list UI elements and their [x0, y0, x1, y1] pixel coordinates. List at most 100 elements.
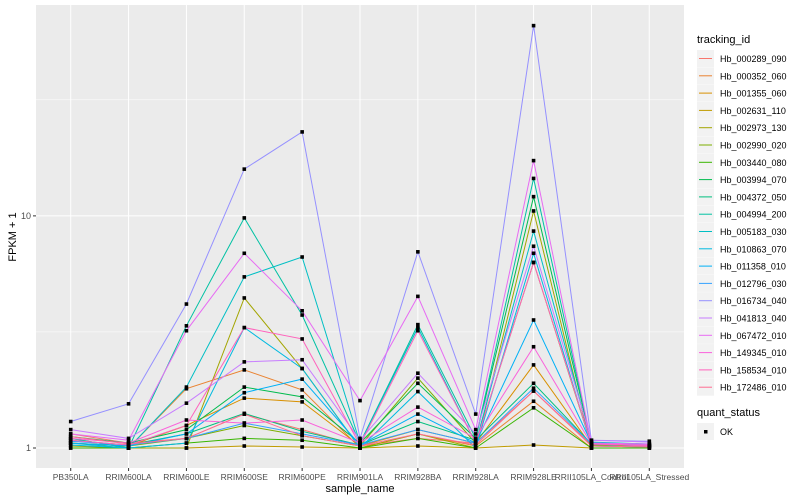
data-point — [242, 396, 247, 400]
x-tick-label: RRIM928LA — [453, 472, 500, 482]
data-point — [416, 436, 420, 441]
data-point — [68, 436, 73, 441]
legend-label: Hb_004994_200 — [720, 210, 787, 220]
data-point — [531, 251, 536, 256]
data-point — [126, 438, 131, 443]
legend: tracking_id Hb_000289_090 Hb_000352_060 Hb… — [697, 34, 787, 440]
legend-label: Hb_004372_050 — [720, 192, 787, 202]
data-point — [416, 294, 420, 299]
data-point — [184, 427, 189, 432]
data-point — [589, 444, 594, 448]
data-point — [242, 325, 247, 330]
shape-legend-title: quant_status — [697, 407, 760, 419]
legend-title: tracking_id — [697, 34, 750, 46]
data-point — [416, 427, 420, 432]
data-point — [300, 445, 304, 449]
legend-label: Hb_149345_010 — [720, 348, 787, 358]
data-point — [184, 328, 189, 333]
legend-item: Hb_016734_040 — [697, 292, 787, 310]
square-point-icon — [704, 430, 708, 434]
data-point — [531, 23, 536, 28]
shape-legend-label: OK — [720, 427, 733, 437]
data-point — [300, 395, 304, 399]
legend-label: Hb_003994_070 — [720, 175, 787, 185]
data-point — [184, 446, 189, 450]
data-point — [473, 446, 478, 450]
data-point — [531, 158, 536, 163]
legend-label: Hb_011358_010 — [720, 262, 786, 272]
data-point — [531, 229, 536, 233]
legend-label: Hb_010863_070 — [720, 244, 787, 254]
legend-item: Hb_000352_060 — [697, 67, 787, 85]
data-point — [531, 399, 536, 404]
data-point — [473, 427, 478, 432]
data-point — [416, 389, 420, 394]
x-tick-label: RRIM600SE — [221, 472, 269, 482]
legend-item: Hb_002990_020 — [697, 136, 787, 154]
legend-item: Hb_041813_040 — [697, 309, 787, 327]
legend-item: Hb_000289_090 — [697, 50, 787, 67]
y-axis-title: FPKM + 1 — [7, 212, 19, 261]
x-axis: PB350LA RRIM600LA RRIM600LE RRIM600SE RRIM60… — [53, 468, 689, 482]
data-point — [531, 244, 536, 249]
legend-item: Hb_010863_070 — [697, 240, 787, 258]
data-point — [531, 344, 536, 349]
data-point — [242, 385, 247, 389]
legend-label: Hb_016734_040 — [720, 296, 787, 306]
data-point — [68, 438, 73, 443]
data-point — [126, 442, 131, 446]
x-tick-label: RRII105LA_Control — [555, 472, 629, 482]
legend-label: Hb_002973_130 — [720, 123, 787, 133]
data-point — [242, 360, 247, 364]
legend-item: Hb_011358_010 — [697, 257, 786, 275]
data-point — [416, 376, 420, 380]
data-point — [647, 445, 652, 449]
data-point — [184, 423, 189, 428]
data-point — [416, 444, 420, 448]
data-point — [68, 427, 73, 432]
data-point — [300, 400, 304, 404]
data-point — [300, 130, 304, 134]
data-point — [473, 436, 478, 441]
data-point — [358, 398, 362, 403]
data-point — [647, 440, 652, 444]
data-point — [416, 328, 420, 333]
data-points — [68, 23, 652, 450]
data-point — [531, 381, 536, 386]
data-point — [242, 444, 247, 448]
x-tick-label: RRIM928BA — [394, 472, 442, 482]
legend-label: Hb_000352_060 — [720, 71, 787, 81]
data-point — [416, 432, 420, 436]
data-point — [184, 436, 189, 441]
data-point — [300, 433, 304, 438]
data-point — [242, 436, 247, 441]
x-tick-label: RRIM901LA — [337, 472, 384, 482]
legend-label: Hb_041813_040 — [720, 314, 787, 324]
data-point — [531, 209, 536, 213]
legend-label: Hb_012796_030 — [720, 279, 787, 289]
data-point — [531, 389, 536, 393]
data-point — [589, 446, 594, 450]
legend-item: Hb_149345_010 — [697, 344, 787, 362]
legend-label: Hb_158534_010 — [720, 365, 787, 375]
legend-item: Hb_005183_030 — [697, 223, 787, 240]
data-point — [589, 438, 594, 443]
data-point — [68, 441, 73, 445]
data-point — [242, 412, 247, 416]
data-point — [416, 322, 420, 327]
legend-label: Hb_002990_020 — [720, 141, 787, 151]
data-point — [300, 337, 304, 341]
x-tick-label: RRIM600LA — [105, 472, 152, 482]
data-point — [531, 405, 536, 410]
x-tick-label: RRII105LA_Stressed — [609, 472, 689, 482]
data-point — [242, 423, 247, 428]
data-point — [242, 368, 247, 372]
data-point — [300, 255, 304, 259]
data-point — [416, 412, 420, 416]
data-point — [300, 438, 304, 443]
legend-item: Hb_002631_110 — [697, 101, 786, 119]
legend-label: Hb_172486_010 — [720, 383, 787, 393]
data-point — [416, 405, 420, 409]
data-point — [358, 444, 362, 448]
